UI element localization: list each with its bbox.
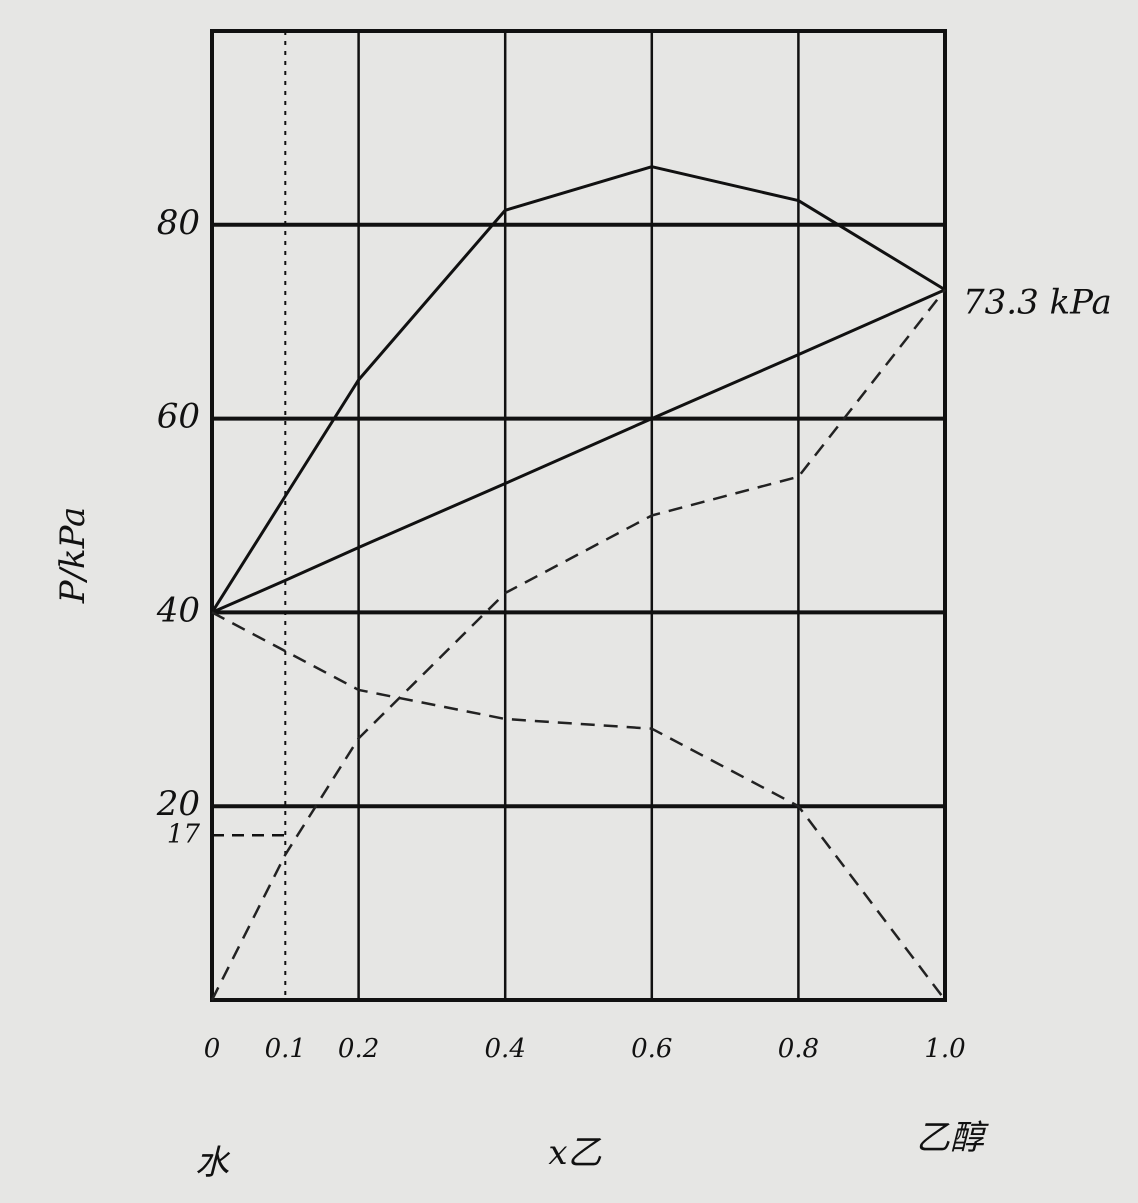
x-tick-label: 0.8 <box>778 1034 819 1064</box>
annotation: 73.3 kPa <box>963 283 1112 323</box>
y-tick-label: 20 <box>156 784 200 824</box>
x-axis-label: x乙 <box>548 1133 601 1173</box>
x-tick-label: 0.4 <box>485 1034 526 1064</box>
x-tick-label: 0.1 <box>265 1034 306 1064</box>
y-tick-label: 80 <box>157 203 200 243</box>
left-label: 水 <box>195 1143 231 1183</box>
y-axis-label: P/kPa <box>53 507 93 605</box>
right-label: 乙醇 <box>916 1118 989 1158</box>
x-tick-label: 0.6 <box>631 1034 672 1064</box>
chart: P/kPa x乙 水 乙醇 172040608000.10.20.40.60.8… <box>0 0 1138 1203</box>
x-tick-label: 0 <box>204 1034 221 1064</box>
y-tick-label: 40 <box>156 590 200 630</box>
x-tick-label: 0.2 <box>338 1034 379 1064</box>
y-tick-label: 60 <box>157 397 200 437</box>
x-tick-label: 1.0 <box>924 1034 965 1064</box>
